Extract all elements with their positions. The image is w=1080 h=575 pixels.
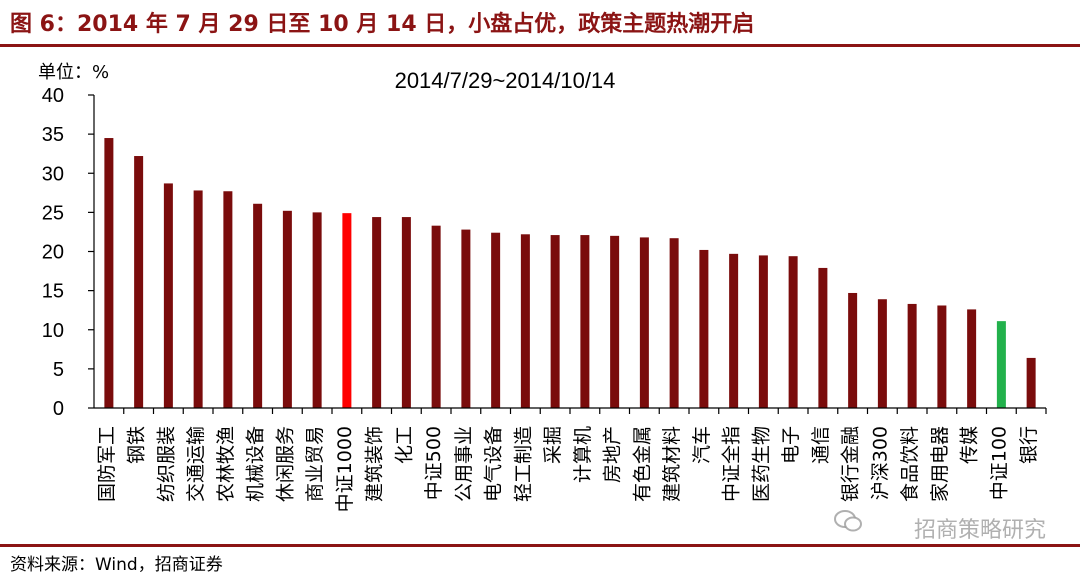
bar (639, 237, 649, 408)
y-tick-label: 5 (53, 359, 64, 381)
bar (104, 138, 114, 408)
x-tick-label: 中证全指 (721, 426, 743, 502)
bar (699, 249, 709, 408)
bar (431, 225, 441, 408)
x-tick-label: 医药生物 (750, 426, 772, 502)
bar (134, 156, 144, 408)
bar (282, 210, 292, 408)
x-tick-label: 传媒 (959, 426, 981, 464)
x-tick-label: 轻工制造 (512, 426, 534, 502)
bars (104, 138, 1036, 409)
x-tick-label: 建筑材料 (661, 426, 683, 502)
unit-label: 单位：% (38, 62, 109, 83)
x-tick-label: 房地产 (602, 426, 624, 483)
bar (401, 217, 411, 408)
x-tick-label: 采掘 (542, 426, 564, 464)
footer-rule (0, 544, 1080, 547)
x-tick-labels: 国防军工 钢铁 纺织服装 交通运输 农林牧渔 机械设备 休闲服务 商业贸易 中证1000 建筑装饰… (96, 426, 1040, 512)
bar (996, 321, 1006, 408)
watermark-text: 招商策略研究 (913, 518, 1046, 543)
chart-subtitle: 2014/7/29~2014/10/14 (395, 68, 616, 93)
y-tick-label: 30 (42, 163, 64, 185)
bar (163, 183, 173, 408)
bar (729, 253, 739, 408)
bar (788, 256, 798, 408)
x-tick-label: 汽车 (691, 426, 713, 464)
x-tick-label: 中证100 (988, 426, 1010, 500)
x-tick-label: 公用事业 (453, 426, 475, 502)
x-tick-label: 化工 (393, 426, 415, 464)
x-tick-label: 中证500 (423, 426, 445, 500)
x-tick-label: 商业贸易 (304, 426, 326, 502)
bar (877, 299, 887, 408)
bar (372, 217, 382, 408)
bar (461, 229, 471, 408)
bar (848, 292, 858, 408)
x-tick-label: 沪深300 (869, 426, 891, 500)
figure-title: 图 6：2014 年 7 月 29 日至 10 月 14 日，小盘占优，政策主题… (10, 12, 755, 37)
x-tick-label: 电气设备 (483, 426, 505, 502)
bar (253, 203, 263, 408)
y-tick-label: 25 (42, 202, 64, 224)
y-tick-label: 15 (42, 281, 64, 303)
wechat-logo-icon (834, 510, 862, 532)
y-tick-label: 0 (53, 398, 64, 420)
x-tick-label: 国防军工 (96, 426, 118, 502)
bar (967, 309, 977, 408)
bar (580, 235, 590, 408)
x-tick-label: 计算机 (572, 426, 594, 483)
x-tick-label: 建筑装饰 (364, 426, 386, 502)
bar (223, 191, 233, 408)
x-tick-label: 纺织服装 (155, 426, 177, 502)
bar (342, 213, 352, 408)
y-tick-label: 20 (42, 242, 64, 264)
bar (758, 255, 768, 408)
bar (818, 267, 828, 408)
y-tick-label: 10 (42, 320, 64, 342)
bar (193, 190, 203, 408)
x-tick-label: 银行金融 (840, 426, 862, 502)
bar (937, 305, 947, 408)
source-note: 资料来源：Wind，招商证券 (10, 555, 223, 575)
bar (520, 234, 530, 408)
bar (491, 232, 501, 408)
x-tick-label: 银行 (1018, 426, 1040, 464)
bar (550, 235, 560, 408)
bar (669, 238, 679, 408)
bar (610, 235, 620, 408)
bar (1026, 357, 1036, 408)
x-tick-label: 食品饮料 (899, 426, 921, 502)
title-rule (0, 44, 1080, 47)
x-tick-label: 机械设备 (245, 426, 267, 502)
bar (907, 303, 917, 408)
x-tick-label: 家用电器 (929, 426, 951, 502)
x-tick-label: 中证1000 (334, 426, 356, 512)
bar-chart: 单位：% 2014/7/29~2014/10/14 0 5 10 15 20 25 30 35… (38, 62, 1047, 512)
y-tick-label: 40 (42, 85, 64, 107)
x-tick-label: 交通运输 (185, 426, 207, 502)
y-axis: 0 5 10 15 20 25 30 35 40 (42, 85, 95, 420)
x-tick-label: 休闲服务 (274, 426, 296, 502)
x-tick-label: 电子 (780, 426, 802, 464)
x-tick-label: 有色金属 (631, 426, 653, 502)
x-tick-label: 农林牧渔 (215, 426, 237, 502)
y-tick-label: 35 (42, 124, 64, 146)
x-tick-label: 钢铁 (126, 426, 148, 464)
x-axis (94, 407, 1047, 414)
x-tick-label: 通信 (810, 426, 832, 464)
bar (312, 212, 322, 409)
